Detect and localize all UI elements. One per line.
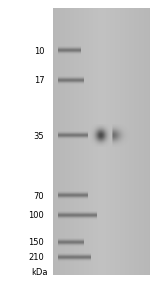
Text: 35: 35 (34, 132, 44, 141)
Text: 70: 70 (34, 192, 44, 201)
Text: kDa: kDa (31, 268, 47, 277)
Text: 10: 10 (34, 46, 44, 55)
Text: 17: 17 (34, 76, 44, 85)
Text: 210: 210 (28, 253, 44, 262)
Text: 150: 150 (28, 238, 44, 247)
Text: 100: 100 (28, 211, 44, 220)
